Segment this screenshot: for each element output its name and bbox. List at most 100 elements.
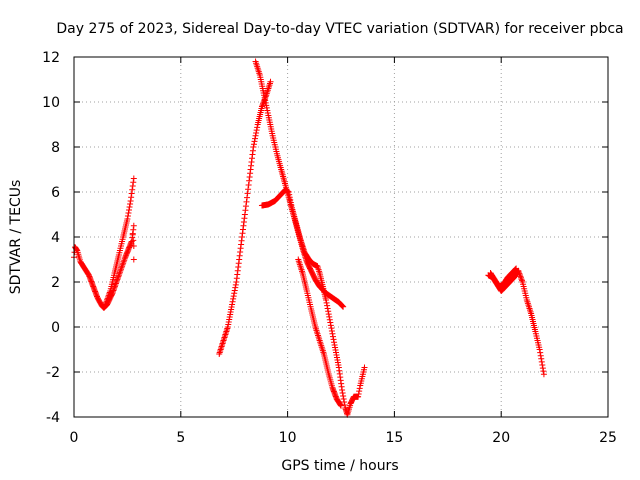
data-point (129, 234, 136, 241)
data-point (325, 311, 332, 318)
data-point (512, 266, 519, 273)
data-point (101, 302, 108, 309)
data-point (339, 390, 346, 396)
data-point (324, 302, 331, 309)
data-point (252, 135, 259, 142)
series-segment-1c (129, 231, 137, 263)
data-point (516, 271, 523, 278)
data-point (285, 189, 292, 195)
data-point (356, 385, 363, 392)
x-tick-label: 10 (279, 430, 297, 446)
data-point (325, 308, 332, 315)
data-point (263, 102, 270, 109)
data-point (244, 190, 251, 197)
data-point (329, 333, 336, 340)
series-segment-1b (101, 175, 137, 309)
grid-lines (74, 57, 608, 417)
data-point (264, 107, 271, 114)
x-tick-label: 0 (70, 430, 79, 446)
y-axis-label: SDTVAR / TECUs (8, 180, 24, 295)
data-point (261, 94, 268, 101)
series-segment-1a (71, 222, 137, 311)
data-point (129, 183, 136, 189)
data-point (331, 339, 338, 346)
series-segment-2d (295, 256, 344, 409)
data-point (251, 138, 258, 145)
data-point (250, 144, 257, 150)
data-point (258, 103, 265, 110)
data-point (229, 298, 236, 305)
data-point (245, 181, 252, 188)
data-point (262, 99, 269, 106)
data-point (244, 194, 251, 201)
data-point (105, 293, 112, 300)
data-point (538, 358, 545, 365)
data-point (130, 256, 137, 263)
data-point (229, 301, 236, 308)
x-tick-label: 15 (385, 430, 403, 446)
data-point (539, 365, 546, 372)
series-segment-3b (487, 265, 520, 290)
data-point (330, 336, 337, 343)
data-point (129, 231, 136, 238)
data-point (124, 216, 131, 222)
data-point (537, 349, 544, 356)
data-point (339, 302, 346, 309)
y-tick-label: 4 (51, 230, 60, 246)
data-point (243, 198, 250, 205)
data-point (231, 287, 238, 294)
data-point (355, 393, 362, 400)
data-point (73, 246, 80, 253)
data-point (340, 396, 347, 402)
data-point (130, 243, 137, 249)
data-point (261, 92, 268, 99)
data-point (361, 364, 368, 371)
data-point (263, 104, 270, 111)
chart-title: Day 275 of 2023, Sidereal Day-to-day VTE… (56, 21, 623, 37)
data-point (126, 204, 133, 210)
y-tick-label: -2 (46, 365, 60, 381)
data-point (242, 203, 249, 210)
x-tick-labels: 0 5 10 15 20 25 (70, 430, 617, 446)
data-point (287, 196, 294, 203)
data-point (519, 277, 526, 284)
data-point (232, 281, 239, 288)
x-axis-label: GPS time / hours (281, 458, 398, 474)
data-point (286, 191, 293, 198)
data-point (125, 210, 132, 216)
y-tick-labels: -4 -2 0 2 4 6 8 10 12 (42, 50, 60, 426)
data-point (104, 295, 111, 302)
data-point (339, 387, 346, 393)
data-point (106, 289, 113, 296)
data-point (324, 305, 331, 312)
data-point (323, 297, 330, 303)
data-point (356, 388, 363, 395)
data-point (231, 290, 238, 297)
data-points (71, 58, 547, 418)
data-point (230, 295, 237, 302)
data-point (540, 371, 547, 378)
y-tick-label: 12 (42, 50, 60, 66)
data-point (517, 273, 524, 280)
data-point (230, 293, 237, 300)
data-point (241, 211, 248, 218)
data-point (328, 325, 335, 332)
data-point (106, 290, 113, 297)
data-point (326, 316, 333, 323)
data-point (127, 198, 134, 204)
data-point (538, 355, 545, 362)
y-tick-label: 8 (51, 140, 60, 156)
data-point (288, 202, 295, 209)
data-point (539, 361, 546, 368)
data-point (103, 298, 110, 305)
data-point (105, 292, 112, 299)
y-tick-label: 10 (42, 95, 60, 111)
series-segment-2c (258, 186, 368, 418)
data-point (128, 194, 135, 201)
data-point (326, 313, 333, 320)
data-point (340, 303, 347, 310)
data-point (323, 299, 330, 306)
data-point (129, 186, 136, 193)
data-point (518, 276, 525, 283)
